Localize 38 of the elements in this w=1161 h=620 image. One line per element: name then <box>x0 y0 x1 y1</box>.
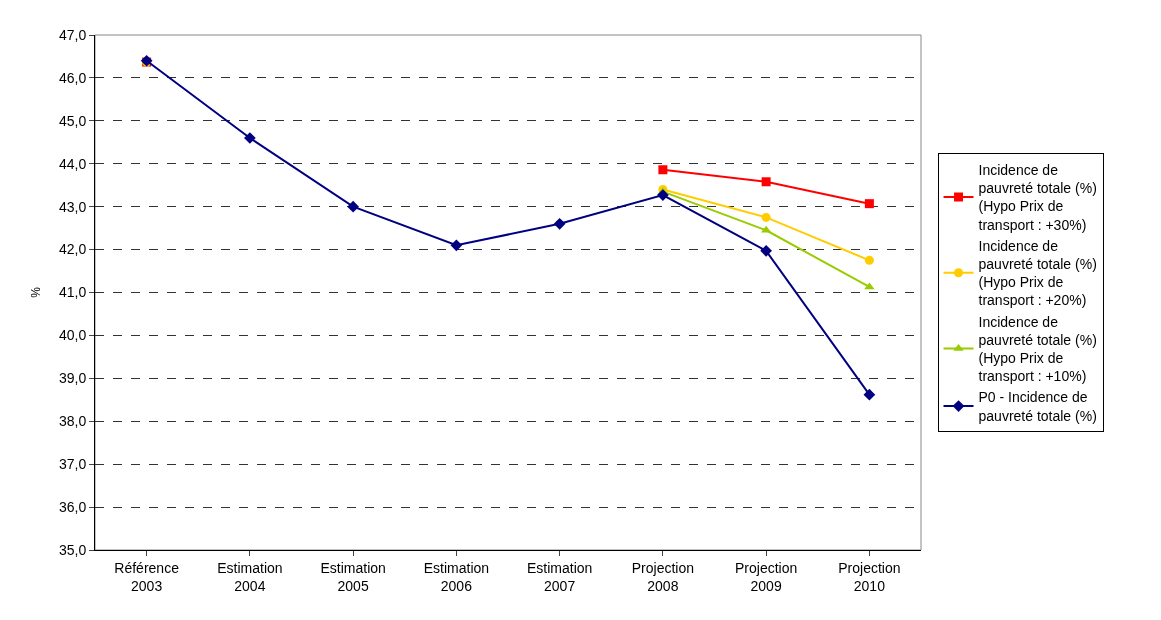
point <box>658 165 668 175</box>
y-tick-label: 45,0 <box>58 112 87 129</box>
y-tick-label: 41,0 <box>58 284 87 301</box>
point <box>657 189 669 201</box>
y-tick-label: 42,0 <box>58 241 87 258</box>
y-tick-label: 38,0 <box>58 413 87 430</box>
x-tick-label: Estimation 2005 <box>320 559 386 594</box>
legend-label: Incidence de pauvreté totale (%) (Hypo Prix de transport : +30%) <box>978 162 1097 233</box>
legend-label: Incidence de pauvreté totale (%) (Hypo Prix de transport : +20%) <box>978 237 1097 309</box>
x-tick-label: Estimation 2007 <box>526 559 593 594</box>
x-tick-label: Projection 2008 <box>631 559 695 594</box>
y-tick-label: 40,0 <box>58 327 87 344</box>
point <box>347 200 359 213</box>
x-tick-label: Référence 2003 <box>114 559 180 594</box>
point <box>450 239 463 252</box>
y-tick-label: 37,0 <box>58 456 87 473</box>
x-tick-label: Projection 2009 <box>735 559 798 594</box>
y-tick-label: 36,0 <box>58 498 87 515</box>
point <box>863 388 876 401</box>
y-tick-label: 46,0 <box>58 69 87 86</box>
y-tick-label: 44,0 <box>58 155 87 172</box>
legend-label: Incidence de pauvreté totale (%) (Hypo Prix de transport : +10%) <box>978 313 1097 385</box>
y-axis-title: % <box>29 286 44 298</box>
point <box>864 199 874 209</box>
y-tick-label: 35,0 <box>58 541 87 558</box>
x-tick-label: Estimation 2006 <box>423 559 490 594</box>
x-tick-label: Estimation 2004 <box>217 559 283 594</box>
point <box>553 217 566 230</box>
point <box>760 245 772 257</box>
legend-label: P0 - Incidence de pauvreté totale (%) <box>978 389 1097 424</box>
point <box>864 282 875 290</box>
y-tick-label: 39,0 <box>58 370 87 387</box>
point <box>761 177 771 187</box>
x-tick-label: Projection 2010 <box>838 559 901 594</box>
point <box>761 212 771 222</box>
point <box>864 255 874 265</box>
y-tick-label: 47,0 <box>58 26 87 43</box>
y-tick-label: 43,0 <box>58 198 87 215</box>
